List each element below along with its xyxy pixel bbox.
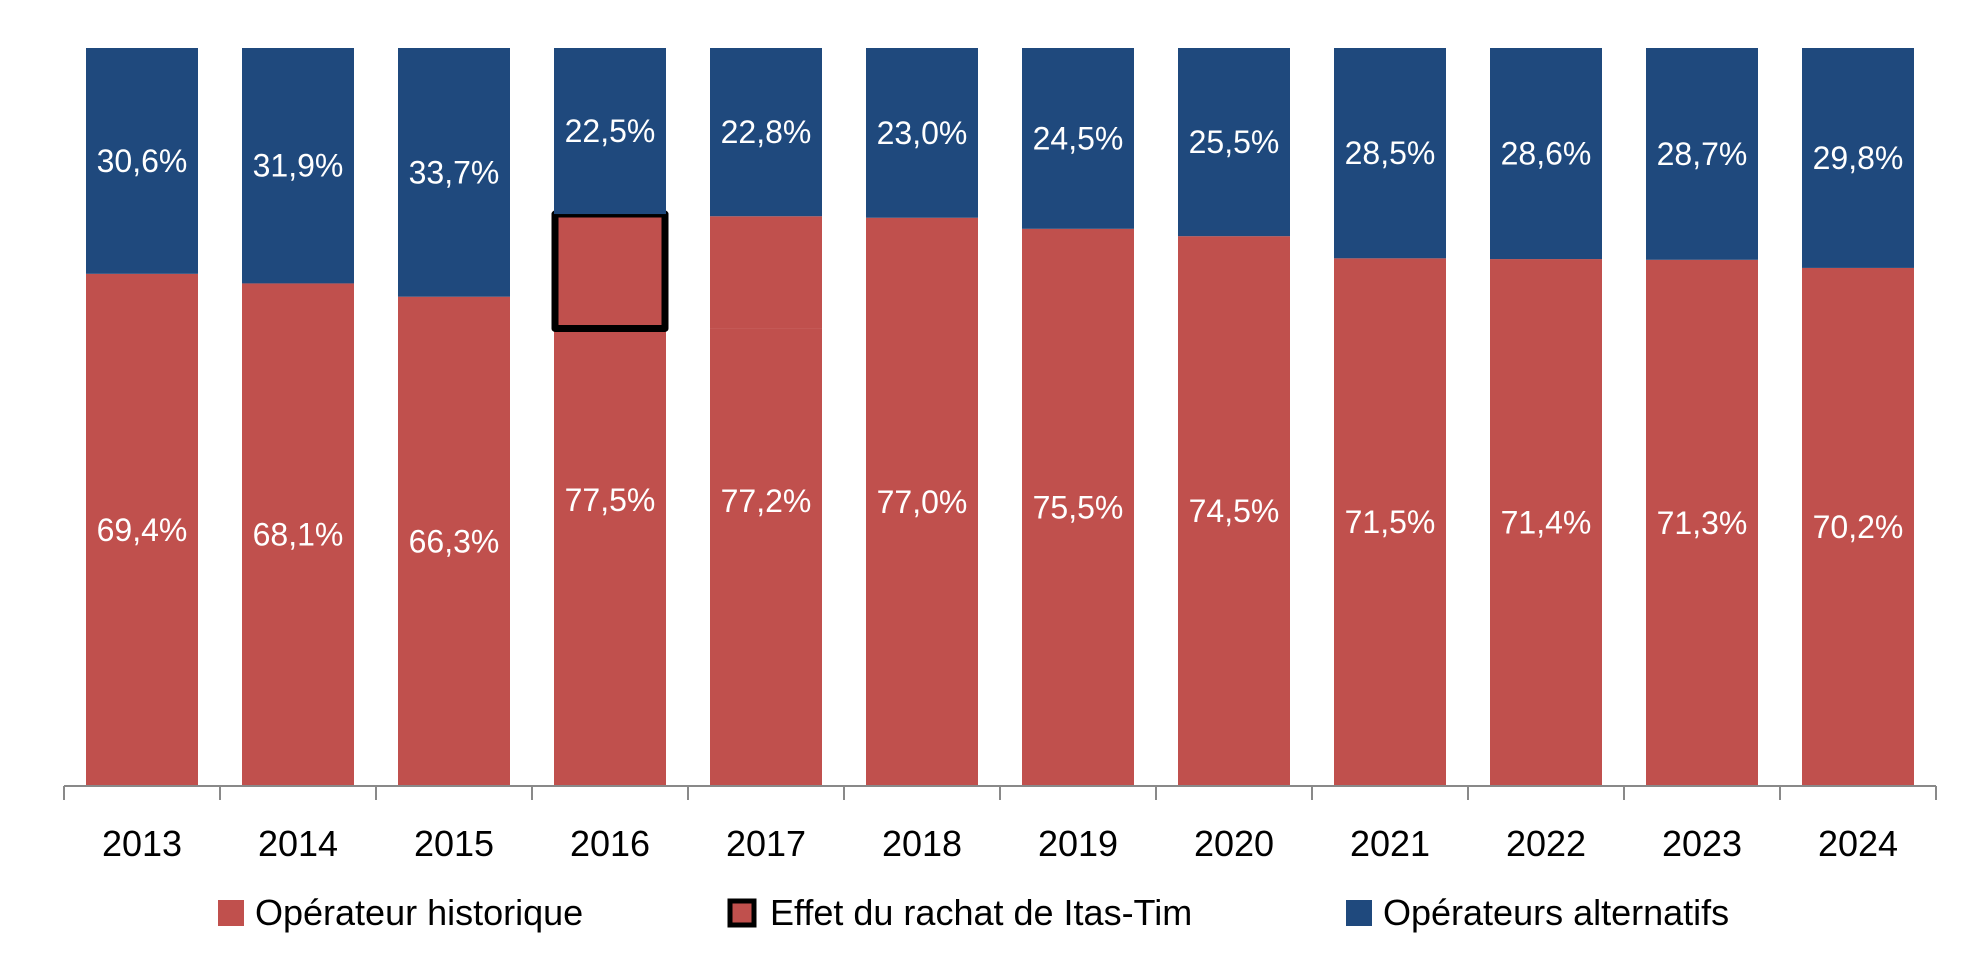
bar-alternatifs-2021 <box>1334 48 1446 259</box>
bar-alternatifs-2013 <box>86 48 198 274</box>
bar-historique-2014 <box>242 283 354 786</box>
bars-group: 69,4% 30,6% 68,1% 31,9% 66,3% 33,7% 77,5% 22,5%… <box>86 48 1914 787</box>
bar-historique-2023 <box>1646 259 1758 786</box>
legend-entry-alternatifs: Opérateurs alternatifs <box>1346 892 1729 933</box>
bar-historique-2017 <box>710 328 822 786</box>
x-tick-label-2019: 2019 <box>1038 823 1118 864</box>
legend-label-alternatifs: Opérateurs alternatifs <box>1383 892 1729 933</box>
legend-label-historique: Opérateur historique <box>255 892 583 933</box>
bar-effet-itas-tim-2016 <box>551 210 669 332</box>
data-label-historique-2020: 74,5% <box>1189 493 1280 529</box>
bar-alternatifs-2017 <box>710 48 822 217</box>
data-label-alternatifs-2020: 25,5% <box>1189 124 1280 160</box>
bar-alternatifs-2022 <box>1490 48 1602 260</box>
bar-alternatifs-2016 <box>554 48 666 215</box>
x-tick-label-2013: 2013 <box>102 823 182 864</box>
data-label-historique-2016: 77,5% <box>565 482 656 518</box>
data-label-alternatifs-2021: 28,5% <box>1345 135 1436 171</box>
bar-alternatifs-2024 <box>1802 48 1914 268</box>
bar-historique-2013 <box>86 273 198 786</box>
x-tick-label-2015: 2015 <box>414 823 494 864</box>
legend-swatch-alternatifs <box>1346 900 1372 926</box>
data-label-alternatifs-2023: 28,7% <box>1657 136 1748 172</box>
bar-alternatifs-2018 <box>866 48 978 218</box>
data-label-alternatifs-2019: 24,5% <box>1033 120 1124 156</box>
data-label-historique-2022: 71,4% <box>1501 505 1592 541</box>
bar-historique-2020 <box>1178 236 1290 786</box>
data-label-alternatifs-2017: 22,8% <box>721 114 812 150</box>
bar-alternatifs-2023 <box>1646 48 1758 260</box>
bar-historique-2021 <box>1334 258 1446 787</box>
bar-alternatifs-2020 <box>1178 48 1290 237</box>
legend-swatch-effet-itas-tim <box>727 898 757 928</box>
bar-alternatifs-2015 <box>398 48 510 297</box>
bar-historique-2015 <box>398 296 510 786</box>
bar-effet-itas-tim-2017 <box>710 216 822 329</box>
data-label-alternatifs-2024: 29,8% <box>1813 140 1904 176</box>
data-label-historique-2023: 71,3% <box>1657 505 1748 541</box>
legend: Opérateur historique Effet du rachat de … <box>218 892 1729 933</box>
data-label-historique-2018: 77,0% <box>877 484 968 520</box>
x-tick-label-2023: 2023 <box>1662 823 1742 864</box>
x-tick-label-2016: 2016 <box>570 823 650 864</box>
x-tick-label-2021: 2021 <box>1350 823 1430 864</box>
data-label-historique-2019: 75,5% <box>1033 489 1124 525</box>
data-label-historique-2024: 70,2% <box>1813 509 1904 545</box>
data-label-historique-2017: 77,2% <box>721 483 812 519</box>
data-label-historique-2021: 71,5% <box>1345 504 1436 540</box>
data-label-alternatifs-2014: 31,9% <box>253 148 344 184</box>
data-label-alternatifs-2016: 22,5% <box>565 113 656 149</box>
bar-alternatifs-2014 <box>242 48 354 284</box>
bar-alternatifs-2019 <box>1022 48 1134 229</box>
legend-swatch-historique <box>218 900 244 926</box>
data-label-historique-2014: 68,1% <box>253 517 344 553</box>
x-tick-label-2020: 2020 <box>1194 823 1274 864</box>
x-tick-label-2022: 2022 <box>1506 823 1586 864</box>
data-label-alternatifs-2022: 28,6% <box>1501 136 1592 172</box>
data-label-alternatifs-2013: 30,6% <box>97 143 188 179</box>
bar-historique-2024 <box>1802 267 1914 786</box>
x-tick-label-2018: 2018 <box>882 823 962 864</box>
data-label-alternatifs-2015: 33,7% <box>409 154 500 190</box>
legend-entry-historique: Opérateur historique <box>218 892 583 933</box>
legend-entry-effet-itas-tim: Effet du rachat de Itas-Tim <box>727 892 1192 933</box>
data-label-historique-2013: 69,4% <box>97 512 188 548</box>
data-label-historique-2015: 66,3% <box>409 523 500 559</box>
x-tick-label-2024: 2024 <box>1818 823 1898 864</box>
legend-label-effet-itas-tim: Effet du rachat de Itas-Tim <box>770 892 1192 933</box>
x-tick-labels: 2013 2014 2015 2016 2017 2018 2019 2020 2021 2022… <box>102 823 1898 864</box>
x-axis <box>63 785 1937 800</box>
data-label-alternatifs-2018: 23,0% <box>877 115 968 151</box>
x-tick-label-2017: 2017 <box>726 823 806 864</box>
bar-historique-2018 <box>866 217 978 787</box>
x-tick-label-2014: 2014 <box>258 823 338 864</box>
bar-historique-2016 <box>554 328 666 786</box>
bar-historique-2019 <box>1022 228 1134 786</box>
bar-historique-2022 <box>1490 259 1602 786</box>
